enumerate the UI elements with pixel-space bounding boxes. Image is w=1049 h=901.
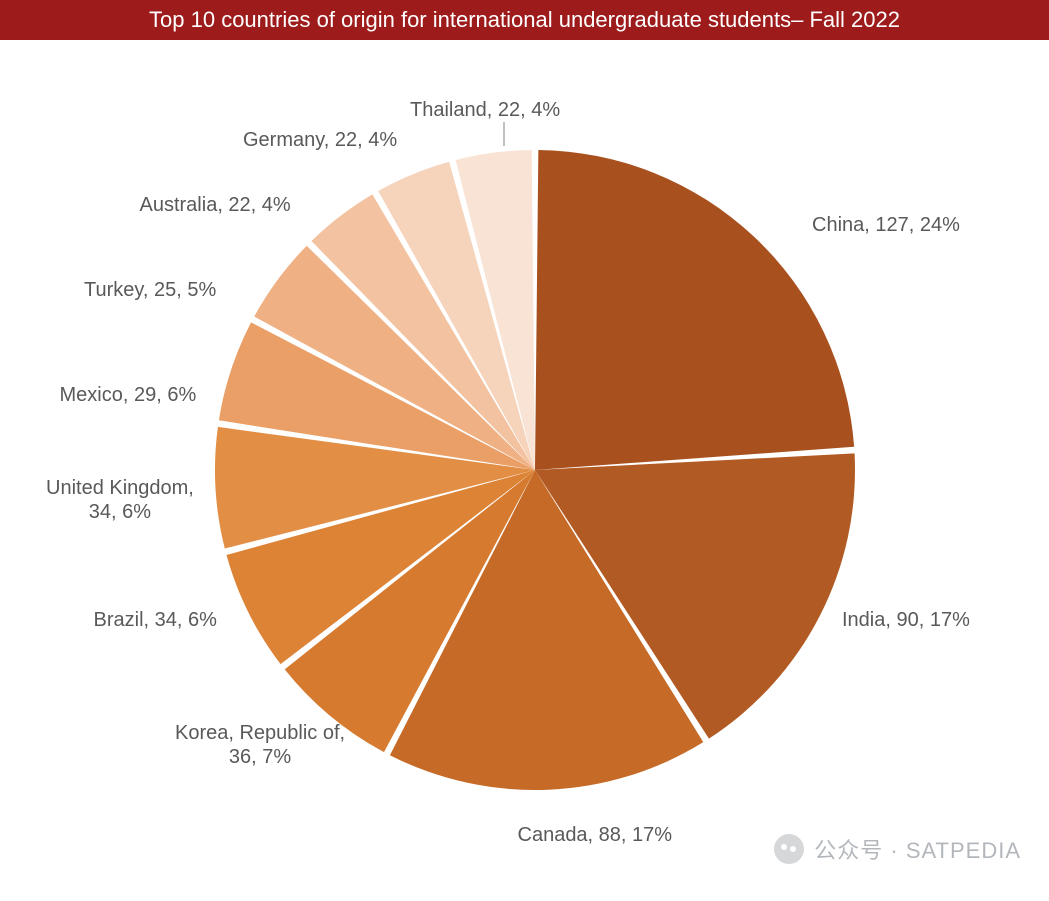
chart-title-text: Top 10 countries of origin for internati… [149, 7, 900, 32]
pie-chart-area: China, 127, 24%India, 90, 17%Canada, 88,… [0, 40, 1049, 901]
pie-slice-china [535, 150, 854, 470]
chart-title-bar: Top 10 countries of origin for internati… [0, 0, 1049, 40]
pie-chart-svg [0, 40, 1049, 901]
